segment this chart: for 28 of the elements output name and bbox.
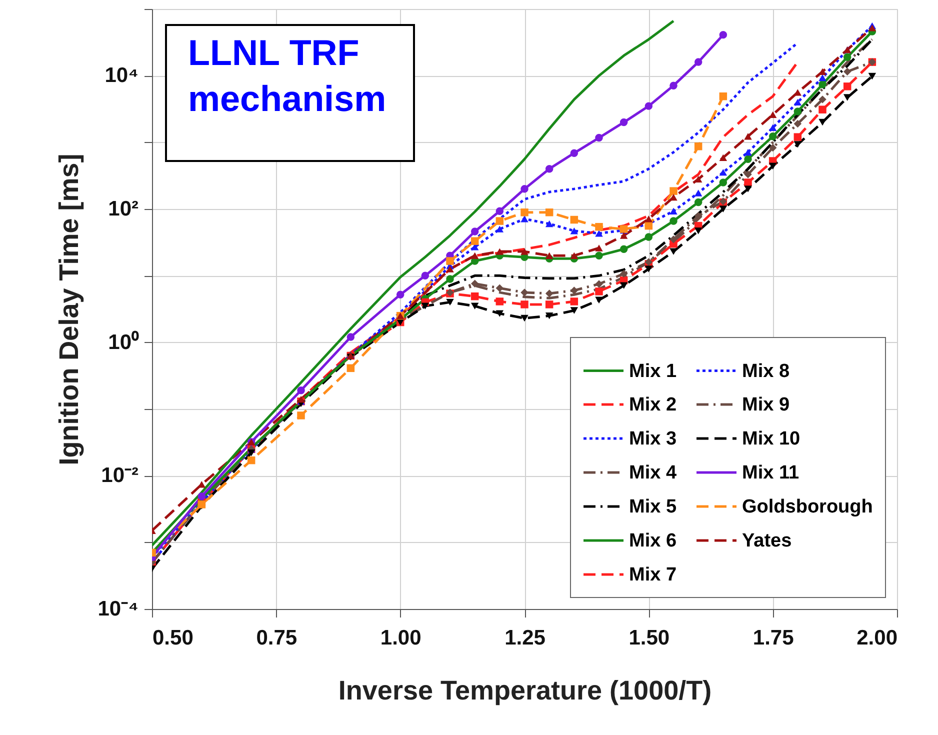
legend-label: Mix 3 [629,428,677,450]
x-tick-label: 2.00 [856,626,898,650]
legend-label: Yates [742,530,792,552]
legend-label: Mix 10 [742,428,800,450]
legend-label: Mix 5 [629,496,677,518]
y-tick-label: 10⁴ [104,64,138,88]
x-tick-label: 1.25 [504,626,546,650]
y-tick-label: 10⁻² [101,464,138,488]
x-axis-title: Inverse Temperature (1000/T) [338,676,712,706]
legend-label: Mix 9 [742,394,790,416]
legend-label: Mix 6 [629,530,677,552]
x-tick-label: 1.75 [752,626,794,650]
annotation: LLNL TRF mechanism [188,32,386,119]
y-tick-label: 10⁰ [108,330,140,354]
x-tick-label: 0.75 [256,626,298,650]
y-tick-label: 10⁻⁴ [98,598,138,620]
legend-label: Mix 2 [629,394,677,416]
y-tick-label: 10² [108,198,138,220]
legend-label: Mix 7 [629,564,677,586]
x-tick-label: 1.50 [628,626,670,650]
x-tick-label: 0.50 [152,626,194,650]
legend-label: Mix 8 [742,360,790,382]
x-tick-label: 1.00 [380,626,422,650]
y-axis-title: Ignition Delay Time [ms] [54,154,84,466]
legend-label: Goldsborough [742,496,873,518]
legend-label: Mix 1 [629,360,677,382]
legend-label: Mix 4 [629,462,677,484]
legend-label: Mix 11 [742,462,800,484]
